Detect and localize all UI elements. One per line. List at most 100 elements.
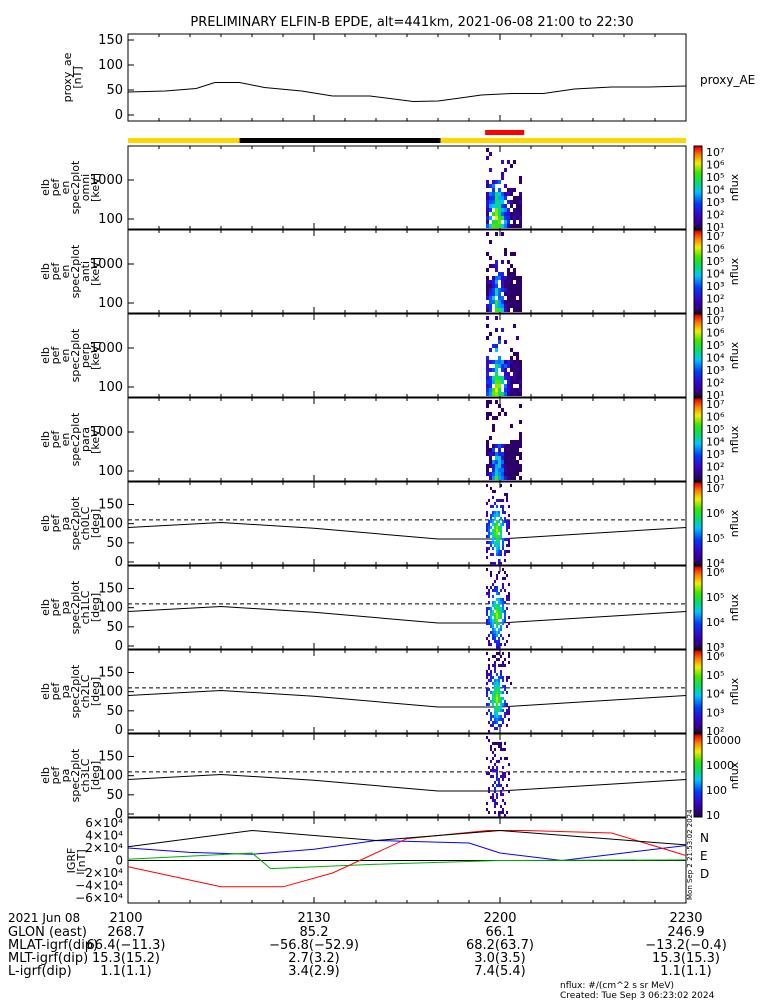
spec-panel-anti-colorbar-frame (693, 229, 703, 314)
pitch-angle-cell (508, 676, 510, 679)
pa-panel-ch1LC-colorbar-cell (694, 619, 702, 623)
spectrogram-cell (513, 372, 516, 376)
spectrogram-cell (507, 308, 510, 312)
pitch-angle-cell (488, 697, 490, 700)
spectrogram-cell (504, 448, 507, 452)
pitch-angle-cell (502, 664, 504, 667)
spectrogram-cell (513, 476, 516, 480)
pitch-angle-cell (488, 535, 490, 538)
pa-panel-ch3LC-colorbar-cell (694, 740, 702, 743)
spectrogram-cell (504, 460, 507, 464)
spectrogram-cell (501, 364, 504, 368)
spectrogram-cell (486, 180, 489, 184)
pitch-angle-cell (504, 559, 506, 562)
pitch-angle-cell (486, 541, 488, 544)
spec-panel-perp-colorbar-cell (694, 349, 702, 352)
pitch-angle-cell (488, 592, 490, 595)
pitch-angle-cell (506, 598, 508, 601)
spectrogram-cell (507, 208, 510, 212)
pa-panel-ch2LC-ylabel-line: pa (59, 685, 72, 699)
pitch-angle-cell (500, 634, 502, 637)
pitch-angle-cell (494, 661, 496, 664)
spectrogram-cell (501, 308, 504, 312)
spectrogram-cell (501, 300, 504, 304)
pitch-angle-cell (490, 532, 492, 535)
spectrogram-cell (513, 376, 516, 380)
spec-panel-perp-colorbar-tick: 10¹ (706, 389, 724, 402)
spec-panel-anti-ylabel-line: en (59, 265, 72, 279)
spectrogram-cell (516, 288, 519, 292)
spectrogram-cell (507, 296, 510, 300)
spectrogram-cell (492, 188, 495, 192)
pitch-angle-cell (500, 484, 502, 487)
spec-panel-para-colorbar-cell (694, 454, 702, 457)
pa-panel-ch3LC-colorbar-cell (694, 750, 702, 754)
spec-panel-anti-colorbar-cell (694, 267, 702, 270)
spec-panel-perp-colorbar-cell (694, 353, 702, 356)
pitch-angle-cell (500, 745, 502, 748)
spectrogram-cell (486, 192, 489, 196)
spectrogram-cell (495, 260, 498, 264)
spec-panel-omni-colorbar-tick: 10⁵ (706, 171, 724, 184)
spectrogram-cell (498, 196, 501, 200)
spec-panel-perp-colorbar-cell (694, 388, 702, 392)
spec-panel-perp-colorbar-cell (694, 345, 702, 348)
spectrogram-cell (486, 388, 489, 392)
spectrogram-cell (489, 360, 492, 364)
pa-panel-ch2LC-colorbar-cell (694, 699, 702, 703)
spec-panel-para-ylabel-line: para (79, 427, 92, 452)
pitch-angle-cell (508, 706, 510, 709)
spectrogram-cell (489, 196, 492, 200)
spec-panel-anti-colorbar-cell (694, 256, 702, 260)
spec-panel-para-colorbar-cell (694, 400, 702, 403)
pitch-angle-cell (490, 607, 492, 610)
spectrogram-cell (519, 456, 522, 460)
spectrogram-cell (495, 300, 498, 304)
pa-panel-ch1LC-colorbar-tick: 10⁵ (706, 591, 724, 604)
spectrogram-cell (495, 416, 498, 420)
spec-panel-para-colorbar-cell (694, 416, 702, 420)
spectrogram-cell (498, 476, 501, 480)
pitch-angle-cell (496, 796, 498, 799)
pitch-angle-cell (500, 784, 502, 787)
spectrogram-cell (495, 208, 498, 212)
spectrogram-cell (510, 444, 513, 448)
spectrogram-cell (504, 204, 507, 208)
pitch-angle-cell (494, 715, 496, 718)
pa-panel-ch1LC-colorbar-tick: 10⁴ (706, 616, 725, 629)
spectrogram-cell (492, 296, 495, 300)
pitch-angle-cell (498, 610, 500, 613)
spectrogram-cell (486, 156, 489, 160)
spectrogram-cell (489, 400, 492, 404)
pa-panel-ch0LC-ylabel-line: [deg] (89, 509, 102, 538)
pitch-angle-cell (486, 703, 488, 706)
pitch-angle-cell (492, 529, 494, 532)
pa-panel-ch2LC-colorbar-tick: 10⁵ (706, 669, 724, 682)
spec-panel-perp-colorbar-cell (694, 359, 702, 363)
pitch-angle-cell (498, 724, 500, 727)
spectrogram-cell (489, 452, 492, 456)
pa-panel-ch2LC-colorbar-cell (694, 672, 702, 676)
pitch-angle-cell (494, 769, 496, 772)
spectrogram-cell (507, 260, 510, 264)
pitch-angle-cell (494, 601, 496, 604)
spectrogram-cell (501, 304, 504, 308)
pitch-angle-cell (508, 523, 510, 526)
pitch-angle-cell (492, 682, 494, 685)
spec-panel-anti-colorbar-tick: 10⁵ (706, 255, 724, 268)
spec-panel-para-colorbar-cell (694, 445, 702, 449)
pitch-angle-cell (498, 511, 500, 514)
pa-panel-ch3LC-ylabel-line: elb (39, 767, 52, 784)
spectrogram-cell (504, 280, 507, 284)
pitch-angle-cell (498, 784, 500, 787)
pitch-angle-cell (496, 520, 498, 523)
pa-panel-ch1LC-colorbar-cell (694, 570, 702, 573)
pitch-angle-cell (490, 700, 492, 703)
pitch-angle-cell (502, 577, 504, 580)
pitch-angle-cell (486, 568, 488, 571)
spectrogram-cell (486, 448, 489, 452)
pa-panel-ch0LC-colorbar-cell (694, 562, 702, 566)
spectrogram-cell (501, 172, 504, 176)
spectrogram-cell (498, 208, 501, 212)
pitch-angle-cell (488, 709, 490, 712)
